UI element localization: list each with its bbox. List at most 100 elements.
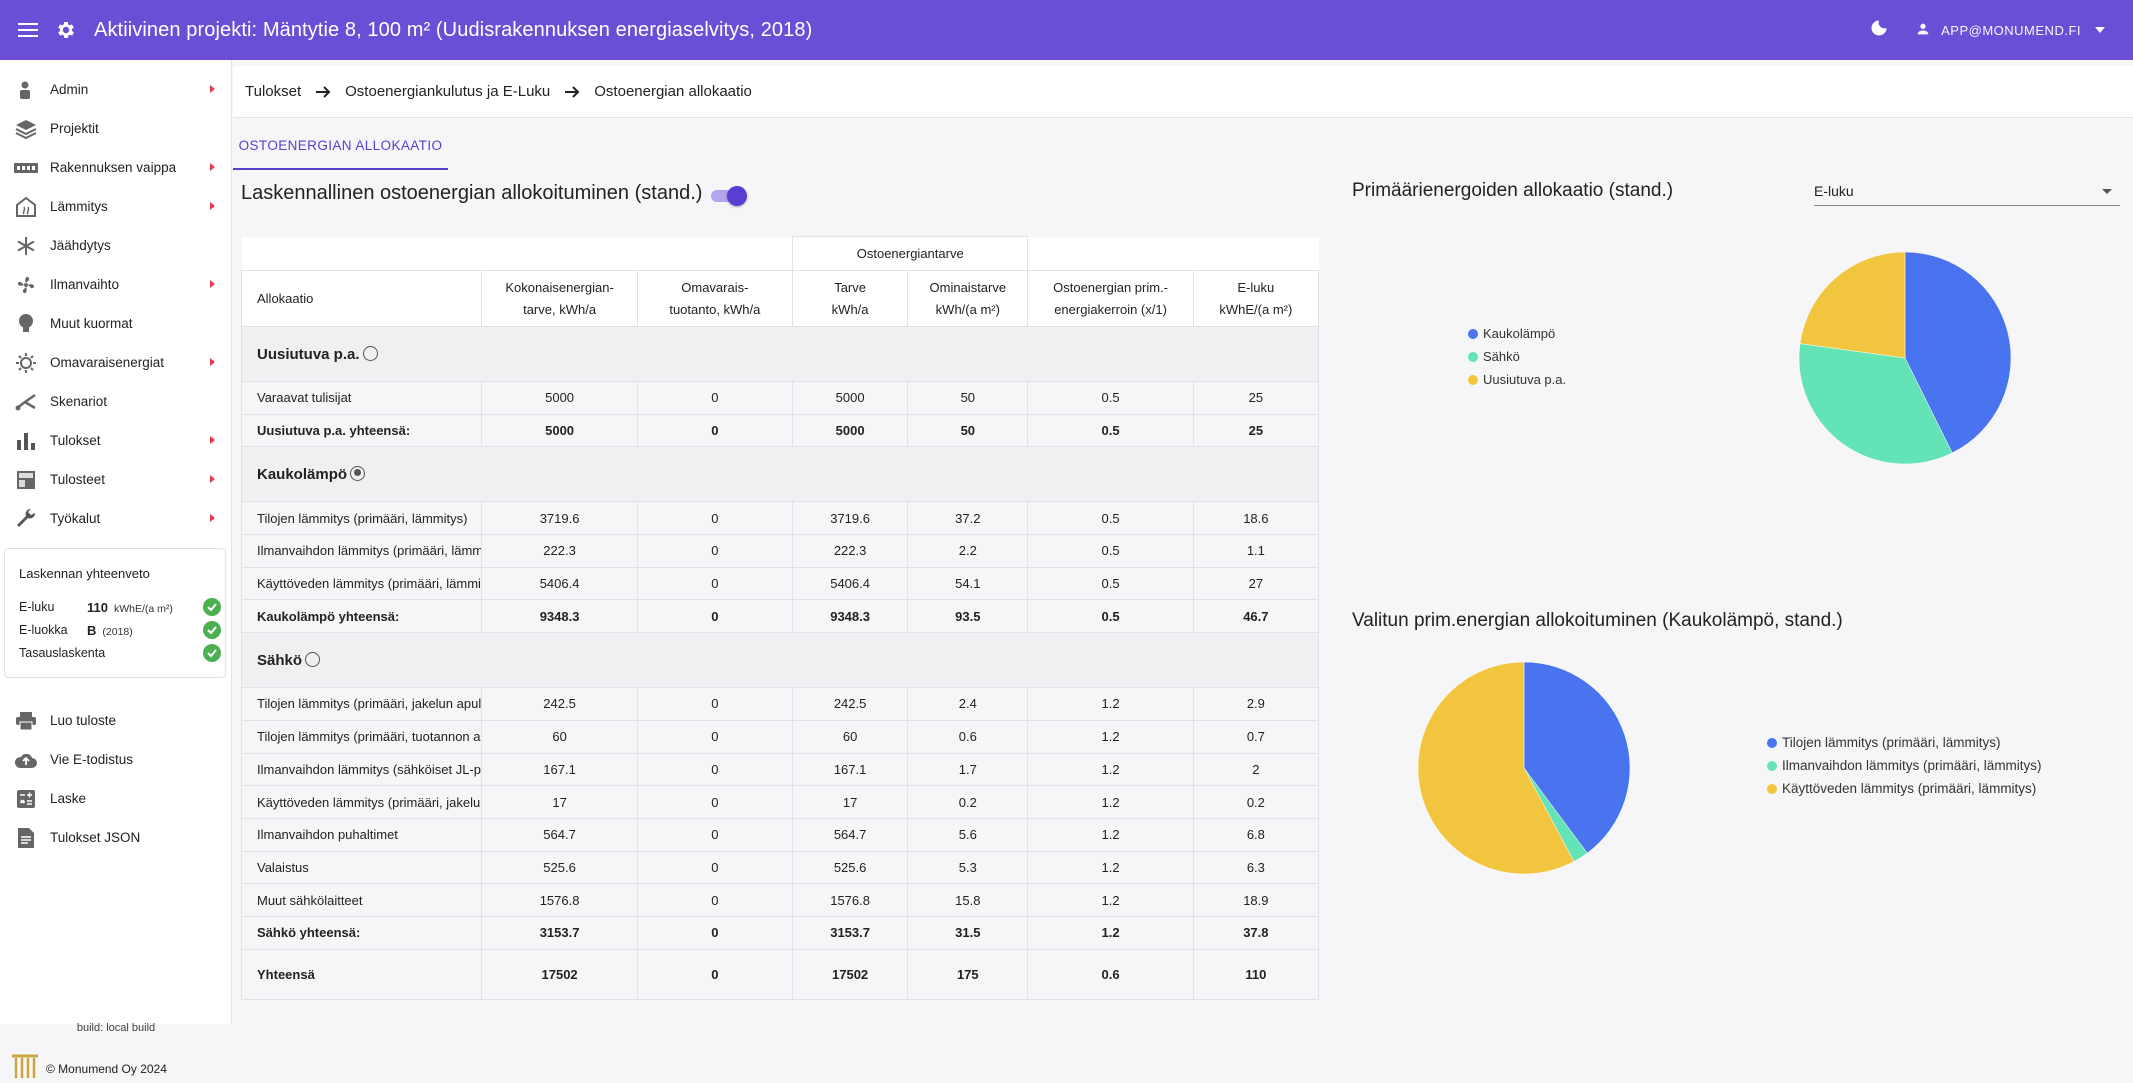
table-total-row: Sähkö yhteensä: 3153.7 0 3153.7 31.5 1.2 37.8 (240, 915, 1320, 950)
table-cell: Käyttöveden lämmitys (primääri, jakelun … (240, 785, 483, 819)
legend-label: Tilojen lämmitys (primääri, lämmitys) (1782, 735, 2001, 750)
check-circle-icon (203, 644, 221, 662)
action-vie-e-todistus[interactable]: Vie E-todistus (0, 740, 231, 779)
table-cell: 175 (907, 948, 1029, 1000)
table-cell: 0.5 (1027, 599, 1194, 634)
table-cell: 37.2 (907, 501, 1029, 536)
table-cell: 3719.6 (791, 501, 909, 536)
table-column-header: Omavarais-tuotanto, kWh/a (636, 270, 794, 327)
chart-legend-primary: Kaukolämpö Sähkö Uusiutuva p.a. (1468, 322, 1566, 391)
menu-icon[interactable] (14, 16, 42, 44)
pie-slice[interactable] (1799, 251, 1906, 359)
table-cell: 564.7 (791, 817, 909, 852)
table-cell: Ilmanvaihdon lämmitys (primääri, lämmity… (240, 534, 483, 568)
table-cell: 31.5 (907, 915, 1029, 950)
table-cell: 0.5 (1027, 413, 1194, 448)
bar-chart-icon (14, 429, 38, 453)
table-row: Ilmanvaihdon puhaltimet 564.7 0 564.7 5.6 1.2… (240, 817, 1320, 852)
sidebar-item-skenariot[interactable]: Skenariot (0, 382, 231, 421)
legend-item[interactable]: Sähkö (1468, 345, 1566, 368)
table-cell: 0 (636, 948, 794, 1000)
calculator-icon (14, 787, 38, 811)
table-cell: 110 (1192, 948, 1320, 1000)
table-row: Tilojen lämmitys (primääri, jakelun apul… (240, 687, 1320, 721)
branch-icon (14, 390, 38, 414)
tab-bar: OSTOENERGIAN ALLOKAATIO (233, 122, 2133, 170)
metric-select[interactable]: E-luku (1814, 176, 2120, 206)
table-cell: Kaukolämpö yhteensä: (240, 599, 483, 634)
table-row: Tilojen lämmitys (primääri, tuotannon ap… (240, 719, 1320, 754)
table-cell: 0.5 (1027, 534, 1194, 568)
sidebar-item-tulosteet[interactable]: Tulosteet (0, 460, 231, 499)
layers-icon (14, 117, 38, 141)
pie-slice[interactable] (1523, 661, 1631, 854)
group-select-radio[interactable] (305, 651, 321, 667)
legend-swatch (1767, 760, 1777, 771)
table-cell: 1.7 (907, 752, 1029, 787)
table-cell: 0 (636, 785, 794, 819)
table-cell: 54.1 (907, 566, 1029, 601)
action-label: Laske (50, 791, 87, 806)
legend-label: Ilmanvaihdon lämmitys (primääri, lämmity… (1782, 758, 2042, 773)
sidebar-item-label: Työkalut (50, 511, 101, 526)
check-circle-icon (203, 598, 221, 616)
table-cell: 167.1 (791, 752, 909, 787)
sidebar-item-tulokset[interactable]: Tulokset (0, 421, 231, 460)
pie-slice[interactable] (1417, 661, 1575, 875)
table-cell: Ilmanvaihdon lämmitys (sähköiset JL-patt… (240, 752, 483, 787)
chevron-down-icon (2102, 189, 2112, 194)
table-cell: 1.1 (1192, 534, 1320, 568)
table-cell: 0 (636, 687, 794, 721)
tab-ostoenergian-allokaatio[interactable]: OSTOENERGIAN ALLOKAATIO (233, 122, 448, 170)
sidebar-item-rakennuksen-vaippa[interactable]: Rakennuksen vaippa (0, 148, 231, 187)
action-laske[interactable]: Laske (0, 779, 231, 818)
table-cell: 222.3 (791, 534, 909, 568)
table-cell: 1576.8 (791, 883, 909, 917)
breadcrumb-item[interactable]: Ostoenergiankulutus ja E-Luku (345, 83, 551, 100)
user-menu[interactable]: APP@MONUMEND.FI (1915, 21, 2105, 40)
sidebar-item-lammitys[interactable]: Lämmitys (0, 187, 231, 226)
calculation-summary: Laskennan yhteenveto E-luku 110 kWhE/(a m… (4, 548, 226, 678)
sidebar-item-admin[interactable]: Admin (0, 70, 231, 109)
sun-icon (14, 351, 38, 375)
table-cell: 0 (636, 719, 794, 754)
dark-mode-icon[interactable] (1869, 18, 1889, 43)
sidebar-item-muut-kuormat[interactable]: Muut kuormat (0, 304, 231, 343)
standard-toggle[interactable] (709, 186, 747, 206)
legend-item[interactable]: Käyttöveden lämmitys (primääri, lämmitys… (1767, 777, 2042, 800)
allocation-panel: Laskennallinen ostoenergian allokoitumin… (233, 172, 1323, 1024)
legend-item[interactable]: Kaukolämpö (1468, 322, 1566, 345)
table-cell: 1.2 (1027, 883, 1194, 917)
footer-copyright: © Monumend Oy 2024 (10, 1054, 167, 1083)
action-tulokset-json[interactable]: Tulokset JSON (0, 818, 231, 857)
table-cell: 5406.4 (791, 566, 909, 601)
chevron-down-icon (2095, 27, 2105, 33)
chevron-right-icon (210, 202, 215, 210)
breadcrumb-item[interactable]: Tulokset (245, 83, 302, 100)
table-cell: 1.2 (1027, 915, 1194, 950)
sidebar-item-omavaraisenergiat[interactable]: Omavaraisenergiat (0, 343, 231, 382)
pie-slice[interactable] (1904, 251, 2012, 454)
table-cell: 60 (791, 719, 909, 754)
wall-icon (14, 156, 38, 180)
table-cell: 17502 (481, 948, 638, 1000)
action-luo-tuloste[interactable]: Luo tuloste (0, 701, 231, 740)
legend-item[interactable]: Uusiutuva p.a. (1468, 368, 1566, 391)
app-bar: Aktiivinen projekti: Mäntytie 8, 100 m² … (0, 0, 2133, 60)
group-select-radio[interactable] (350, 465, 366, 481)
bulb-icon (14, 312, 38, 336)
sidebar-item-jaahdytys[interactable]: Jäähdytys (0, 226, 231, 265)
table-super-header: Ostoenergiantarve (791, 236, 1029, 271)
group-select-radio[interactable] (362, 345, 378, 361)
user-email: APP@MONUMEND.FI (1941, 22, 2081, 38)
pie-slice[interactable] (1798, 343, 1953, 465)
breadcrumb: Tulokset Ostoenergiankulutus ja E-Luku O… (233, 66, 2133, 118)
sidebar-item-projektit[interactable]: Projektit (0, 109, 231, 148)
action-label: Luo tuloste (50, 713, 117, 728)
legend-item[interactable]: Ilmanvaihdon lämmitys (primääri, lämmity… (1767, 754, 2042, 777)
gear-icon[interactable] (52, 16, 80, 44)
sidebar-item-ilmanvaihto[interactable]: Ilmanvaihto (0, 265, 231, 304)
sidebar-item-tyokalut[interactable]: Työkalut (0, 499, 231, 538)
legend-item[interactable]: Tilojen lämmitys (primääri, lämmitys) (1767, 731, 2042, 754)
table-cell: Uusiutuva p.a. yhteensä: (240, 413, 483, 448)
